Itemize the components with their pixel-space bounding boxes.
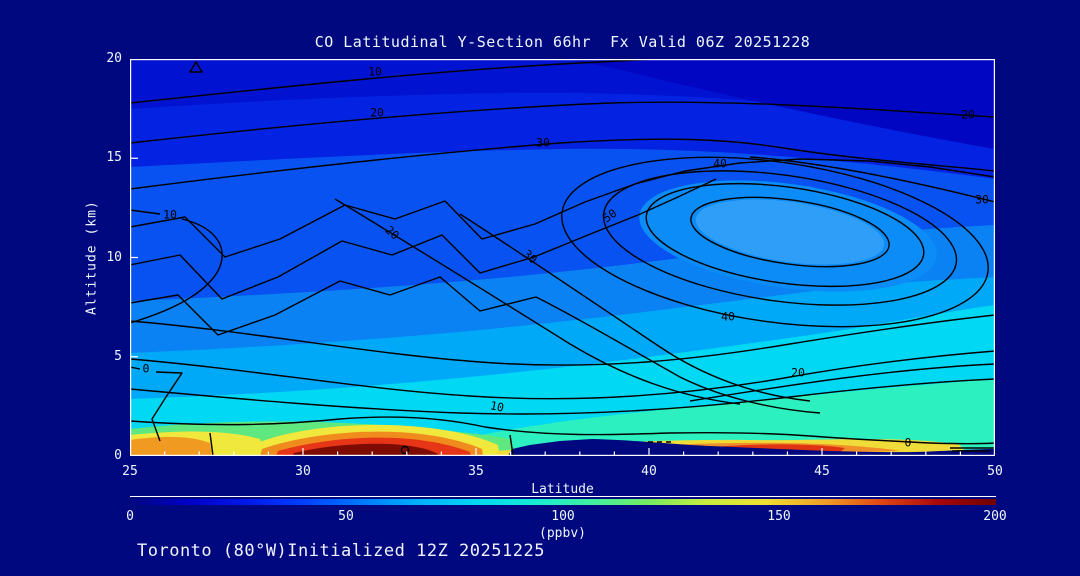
contour-lines [130,59,995,456]
contour-label: 20 [961,108,975,122]
x-tick-label: 40 [641,464,657,479]
terrain-silhouette [508,439,995,456]
contour-label: 30 [536,136,550,150]
contour-label: 40 [721,310,735,324]
y-tick-label: 10 [106,250,122,265]
contour-label: 0 [905,436,912,450]
x-axis-label: Latitude [531,482,594,497]
y-tick-label: 20 [106,51,122,66]
contour-label: 30 [975,193,989,207]
colorbar-tick-label: 100 [551,509,575,524]
y-tick-label: 5 [114,349,122,364]
page-title: CO Latitudinal Y-Section 66hr Fx Valid 0… [314,33,811,51]
contour-label: 20 [370,106,384,120]
x-tick-label: 25 [122,464,138,479]
x-tick-label: 45 [814,464,830,479]
filled-contours [130,59,995,456]
contour-plot: 10 20 30 20 30 40 50 40 20 30 10 0 20 10… [130,59,995,456]
contour-label: 10 [368,65,382,79]
co-maximum-core [695,199,885,265]
colorbar-top-line [130,496,996,497]
colorbar-gradient [130,499,996,505]
x-tick-label: 50 [987,464,1003,479]
colorbar-tick-label: 0 [126,509,134,524]
contour-label: 20 [791,366,805,380]
contour-label: 0 [143,362,150,376]
colorbar-unit-label: (ppbv) [539,526,586,541]
x-tick-label: 30 [295,464,311,479]
init-info-text: Toronto (80°W)Initialized 12Z 20251225 [137,541,545,561]
contour-plot-canvas: 10 20 30 20 30 40 50 40 20 30 10 0 20 10… [130,59,995,456]
y-tick-label: 0 [114,448,122,463]
axis-ticks [130,59,995,456]
contour-label: 10 [163,208,177,222]
contour-label: 40 [713,157,727,171]
colorbar-tick-label: 200 [983,509,1007,524]
x-tick-label: 35 [468,464,484,479]
y-tick-label: 15 [106,150,122,165]
triangle-marker [189,61,203,73]
contour-label: 50 [600,206,619,225]
contour-label: 10 [489,398,506,415]
colorbar-tick-label: 50 [338,509,354,524]
colorbar-tick-label: 150 [767,509,791,524]
